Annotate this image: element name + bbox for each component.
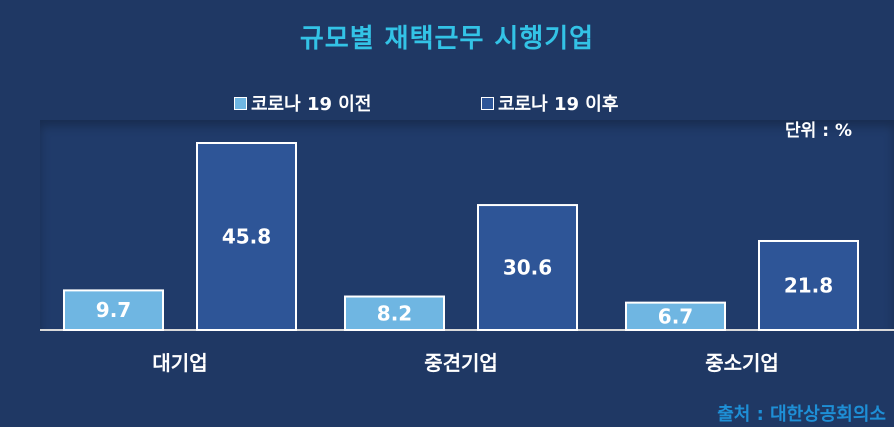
bar-before-0 [63,289,164,332]
data-label-after-1: 30.6 [503,256,552,280]
bar-after-1 [477,204,578,332]
unit-label: 단위 : % [785,121,852,141]
data-label-before-1: 8.2 [377,301,412,325]
data-label-after-2: 21.8 [784,273,833,297]
data-label-after-0: 45.8 [222,225,271,249]
category-label-1: 중견기업 [424,351,498,375]
legend-item-after: 코로나 19 이후 [481,90,618,116]
category-label-2: 중소기업 [705,351,779,375]
category-label-0: 대기업 [152,351,207,375]
data-label-before-0: 9.7 [96,298,131,322]
bar-after-0 [196,142,297,331]
bar-before-1 [344,295,445,332]
legend-item-before: 코로나 19 이전 [234,90,371,116]
plot-panel [40,120,894,332]
legend-label-after: 코로나 19 이후 [498,94,619,115]
data-label-before-2: 6.7 [658,304,693,328]
legend-swatch-before [234,96,247,110]
legend-swatch-after [481,96,494,110]
source-note: 출처 : 대한상공회의소 [717,404,886,425]
bar-after-2 [758,239,859,332]
legend-label-before: 코로나 19 이전 [251,94,372,115]
bar-before-2 [625,301,726,331]
chart-title: 규모별 재택근무 시행기업 [299,24,595,54]
